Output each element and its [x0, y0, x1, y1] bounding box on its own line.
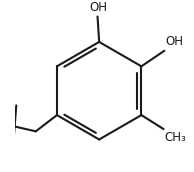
Text: CH₃: CH₃ [164, 131, 186, 144]
Text: OH: OH [89, 1, 107, 14]
Text: OH: OH [165, 35, 183, 49]
